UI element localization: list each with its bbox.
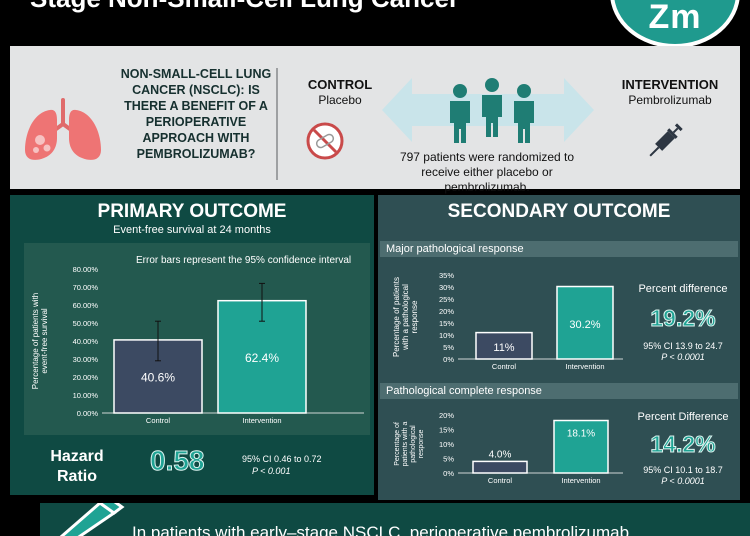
pen-icon <box>59 503 125 536</box>
hazard-ratio-label-line2: Ratio <box>57 468 97 485</box>
question-body: IS THERE A BENEFIT OF A PERIOPERATIVE AP… <box>124 83 268 161</box>
y-tick-label: 60.00% <box>73 301 99 310</box>
x-tick-label: Control <box>492 362 517 371</box>
y-tick-label: 10% <box>439 331 454 340</box>
data-label: 4.0% <box>489 449 512 460</box>
y-tick-label: 15% <box>439 426 454 435</box>
logo-text: Zm <box>648 0 702 36</box>
y-axis-label: Percentage of patients <box>392 277 401 357</box>
x-tick-label: Intervention <box>565 362 604 371</box>
primary-outcome-subtitle: Event-free survival at 24 months <box>113 224 271 236</box>
y-tick-label: 70.00% <box>73 283 99 292</box>
journal-logo: Zm <box>610 0 740 46</box>
y-axis-label: patients with a <box>402 422 409 467</box>
y-axis-label: Percentage of patients with <box>31 293 40 390</box>
study-overview-panel: NON-SMALL-CELL LUNG CANCER (NSCLC): IS T… <box>10 46 740 194</box>
y-tick-label: 5% <box>443 343 454 352</box>
y-tick-label: 15% <box>439 319 454 328</box>
panel-divider <box>276 68 278 180</box>
y-tick-label: 0% <box>443 469 454 478</box>
primary-outcome-panel: PRIMARY OUTCOME Event-free survival at 2… <box>10 195 374 495</box>
control-title: CONTROL <box>307 77 373 92</box>
pcr-ci: 95% CI 10.1 to 18.7 P < 0.0001 <box>628 465 738 487</box>
title-bar: Stage Non-Small-Cell Lung Cancer Zm <box>0 0 750 46</box>
question-condition: NON-SMALL-CELL LUNG CANCER (NSCLC): <box>120 67 272 97</box>
bar-intervention <box>556 285 614 360</box>
y-axis-label: pathological <box>410 425 417 463</box>
hazard-ratio-ci-text: 95% CI 0.46 to 0.72 <box>242 454 322 464</box>
x-tick-label: Intervention <box>242 416 281 425</box>
pcr-percent-label: Percent Difference <box>637 411 729 423</box>
data-label: 30.2% <box>569 319 600 331</box>
control-subtitle: Placebo <box>318 93 362 107</box>
hazard-ratio-value: 0.58 <box>150 445 205 477</box>
y-tick-label: 80.00% <box>73 265 99 274</box>
y-tick-label: 10.00% <box>73 391 99 400</box>
y-tick-label: 20% <box>439 411 454 420</box>
data-label: 40.6% <box>141 370 175 384</box>
lungs-icon <box>25 98 101 160</box>
y-tick-label: 0% <box>443 355 454 364</box>
research-question: NON-SMALL-CELL LUNG CANCER (NSCLC): IS T… <box>120 66 272 162</box>
pathological-complete-response-chart: Percentage of patients with a pathological… <box>394 411 623 485</box>
mpr-percent-value: 19.2% <box>650 305 716 332</box>
primary-outcome-title: PRIMARY OUTCOME <box>97 201 287 222</box>
y-tick-label: 40.00% <box>73 337 99 346</box>
randomization-text: 797 patients were randomized to receive … <box>399 150 575 194</box>
hazard-ratio-label: Hazard Ratio <box>32 447 122 487</box>
y-tick-label: 25% <box>439 295 454 304</box>
y-tick-label: 20% <box>439 307 454 316</box>
secondary-outcome-panel: SECONDARY OUTCOME Major pathological res… <box>378 195 740 500</box>
y-tick-label: 5% <box>443 455 454 464</box>
x-tick-label: Control <box>146 416 171 425</box>
error-bar-note: Error bars represent the 95% confidence … <box>136 255 352 266</box>
pcr-percent-value: 14.2% <box>650 431 716 458</box>
y-axis-label: Percentage of <box>394 422 401 466</box>
syringe-icon <box>649 123 683 157</box>
y-axis-label: response <box>418 429 425 458</box>
data-label: 18.1% <box>567 429 595 440</box>
x-tick-label: Control <box>488 476 513 485</box>
mpr-percent-label: Percent difference <box>638 283 728 295</box>
bar-intervention <box>553 419 609 474</box>
x-tick-label: Intervention <box>561 476 600 485</box>
pcr-band: Pathological complete response <box>380 383 738 399</box>
data-label: 62.4% <box>245 351 279 365</box>
y-tick-label: 0.00% <box>77 409 99 418</box>
conclusion-text: In patients with early–stage NSCLC, peri… <box>132 523 630 536</box>
y-tick-label: 20.00% <box>73 373 99 382</box>
intervention-title: INTERVENTION <box>621 77 719 92</box>
secondary-outcome-title: SECONDARY OUTCOME <box>447 201 671 222</box>
randomization-arrow-icon <box>382 78 594 143</box>
y-tick-label: 10% <box>439 440 454 449</box>
conclusion-panel: In patients with early–stage NSCLC, peri… <box>40 503 750 536</box>
page-title: Stage Non-Small-Cell Lung Cancer <box>30 0 459 14</box>
bar-control <box>475 331 533 360</box>
placebo-icon <box>306 122 344 160</box>
y-axis-label: with a pathological <box>401 284 410 351</box>
mpr-ci: 95% CI 13.9 to 24.7 P < 0.0001 <box>628 341 738 363</box>
data-label: 11% <box>493 342 514 354</box>
bar-control <box>472 460 528 474</box>
hazard-ratio-ci: 95% CI 0.46 to 0.72 P < 0.001 <box>242 453 326 477</box>
y-tick-label: 35% <box>439 271 454 280</box>
y-tick-label: 30% <box>439 283 454 292</box>
pcr-ci-text: 95% CI 10.1 to 18.7 <box>643 465 723 475</box>
hazard-ratio-p-value: P < 0.001 <box>252 466 291 476</box>
mpr-p-value: P < 0.0001 <box>661 352 705 362</box>
event-free-survival-chart: Percentage of patients with event-free su… <box>31 265 364 425</box>
hazard-ratio-label-line1: Hazard <box>50 448 104 465</box>
y-axis-label: event-free survival <box>40 308 49 374</box>
mpr-ci-text: 95% CI 13.9 to 24.7 <box>643 341 723 351</box>
y-tick-label: 30.00% <box>73 355 99 364</box>
major-pathological-response-chart: Percentage of patients with a pathologica… <box>392 271 623 371</box>
primary-chart-area: Error bars represent the 95% confidence … <box>24 243 370 435</box>
mpr-band: Major pathological response <box>380 241 738 257</box>
pcr-p-value: P < 0.0001 <box>661 476 705 486</box>
y-tick-label: 50.00% <box>73 319 99 328</box>
y-axis-label: response <box>410 300 419 333</box>
intervention-subtitle: Pembrolizumab <box>628 93 712 107</box>
